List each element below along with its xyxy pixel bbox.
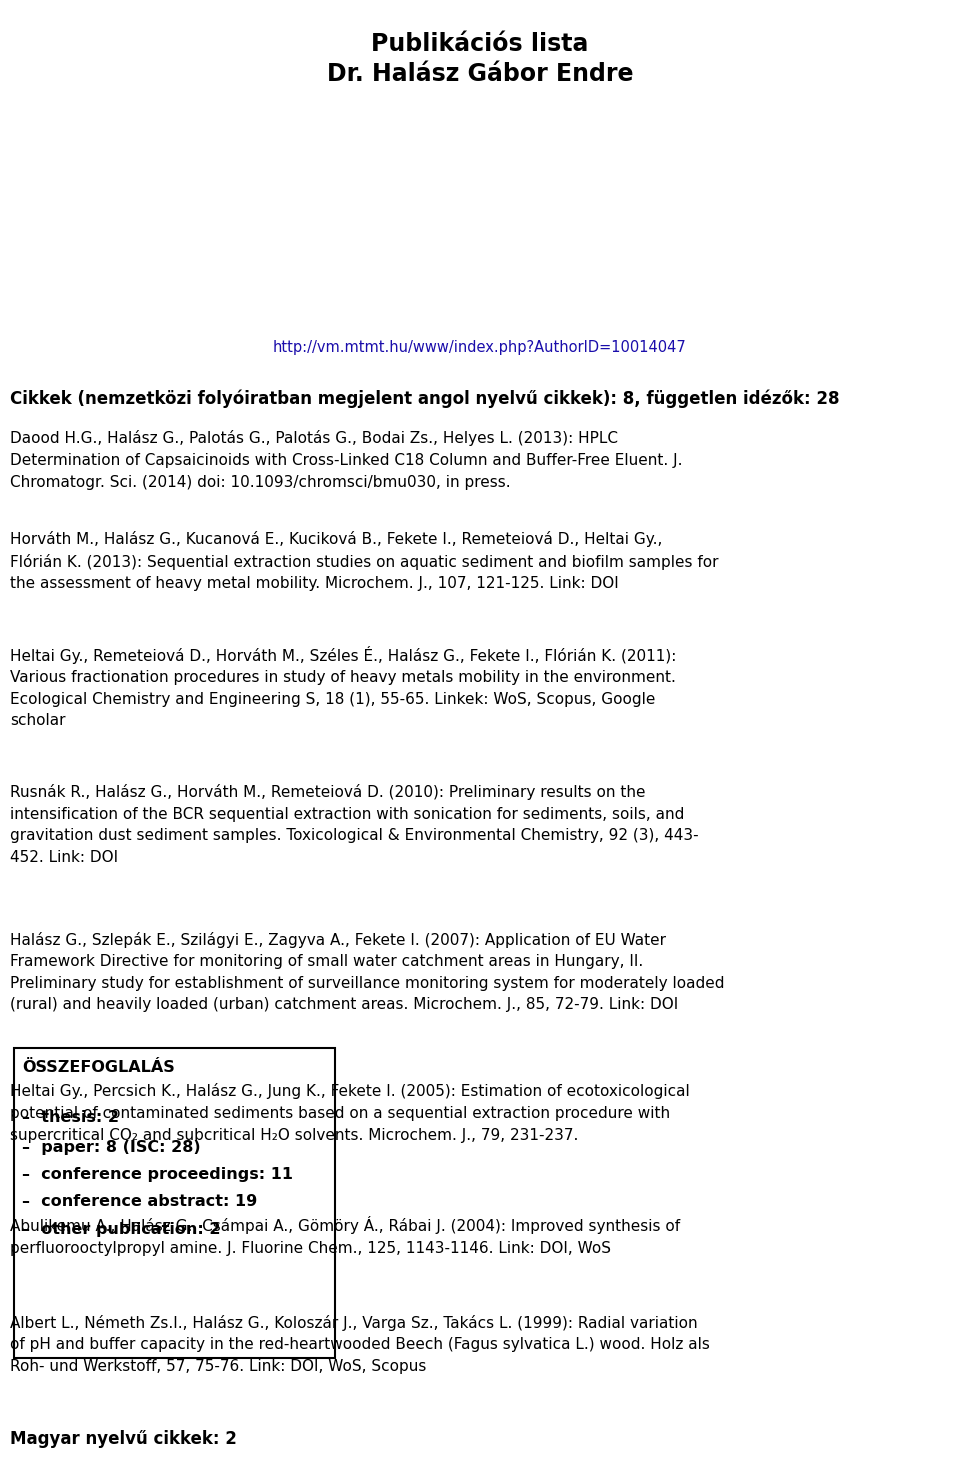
Text: Daood H.G., Halász G., Palotás G., Palotás G., Bodai Zs., Helyes L. (2013): HPLC: Daood H.G., Halász G., Palotás G., Palot… — [10, 430, 683, 489]
Text: Abulikemu A., Halász G., Csámpai A., Gömöry Á., Rábai J. (2004): Improved synthe: Abulikemu A., Halász G., Csámpai A., Göm… — [10, 1216, 680, 1256]
Text: –  paper: 8 (ISC: 28): – paper: 8 (ISC: 28) — [22, 1139, 201, 1154]
Text: http://vm.mtmt.hu/www/index.php?AuthorID=10014047: http://vm.mtmt.hu/www/index.php?AuthorID… — [274, 340, 686, 355]
Text: Publikációs lista: Publikációs lista — [372, 32, 588, 56]
Text: Horváth M., Halász G., Kucanová E., Kuciková B., Fekete I., Remeteiová D., Helta: Horváth M., Halász G., Kucanová E., Kuci… — [10, 531, 718, 591]
Text: –  conference abstract: 19: – conference abstract: 19 — [22, 1194, 257, 1209]
Text: Heltai Gy., Percsich K., Halász G., Jung K., Fekete I. (2005): Estimation of eco: Heltai Gy., Percsich K., Halász G., Jung… — [10, 1083, 689, 1142]
Text: Halász G., Szlepák E., Szilágyi E., Zagyva A., Fekete I. (2007): Application of : Halász G., Szlepák E., Szilágyi E., Zagy… — [10, 932, 725, 1013]
Text: –  thesis: 2: – thesis: 2 — [22, 1110, 119, 1125]
Bar — [14, 1048, 335, 1358]
Text: Cikkek (nemzetközi folyóiratban megjelent angol nyelvű cikkek): 8, független idé: Cikkek (nemzetközi folyóiratban megjelen… — [10, 389, 839, 408]
Text: Albert L., Németh Zs.I., Halász G., Koloszár J., Varga Sz., Takács L. (1999): Ra: Albert L., Németh Zs.I., Halász G., Kolo… — [10, 1315, 709, 1374]
Text: –  conference proceedings: 11: – conference proceedings: 11 — [22, 1167, 293, 1182]
Text: Dr. Halász Gábor Endre: Dr. Halász Gábor Endre — [326, 62, 634, 85]
Text: ÖSSZEFOGLALÁS: ÖSSZEFOGLALÁS — [22, 1060, 175, 1075]
Text: Heltai Gy., Remeteiová D., Horváth M., Széles É., Halász G., Fekete I., Flórián : Heltai Gy., Remeteiová D., Horváth M., S… — [10, 646, 677, 728]
Text: Rusnák R., Halász G., Horváth M., Remeteiová D. (2010): Preliminary results on t: Rusnák R., Halász G., Horváth M., Remete… — [10, 784, 699, 865]
Text: –  other publication: 2: – other publication: 2 — [22, 1222, 221, 1237]
Text: Magyar nyelvű cikkek: 2: Magyar nyelvű cikkek: 2 — [10, 1430, 237, 1447]
